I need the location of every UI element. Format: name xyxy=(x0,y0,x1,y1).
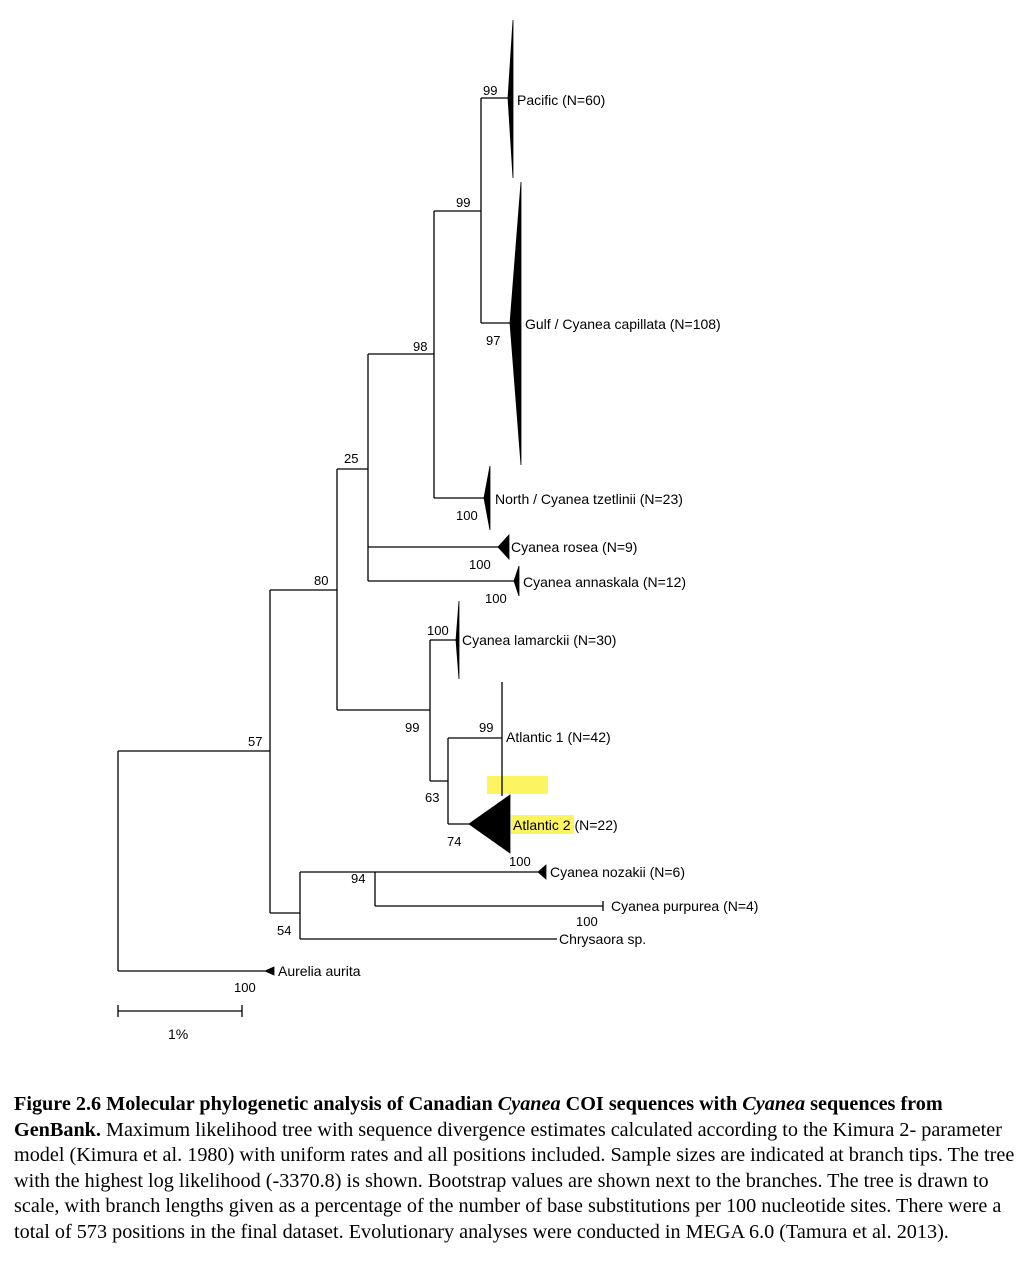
clade-triangle-north xyxy=(483,465,491,531)
taxon-label-atlantic2: Atlantic 2 (N=22) xyxy=(513,817,618,833)
clade-triangle-gulf xyxy=(509,181,522,466)
scale-bar-label: 1% xyxy=(168,1026,188,1042)
caption-title-part: COI sequences with xyxy=(560,1093,743,1115)
taxon-label-north: North / Cyanea tzetlinii (N=23) xyxy=(495,491,683,507)
caption-genus: Cyanea xyxy=(742,1093,806,1115)
taxon-label-aurelia: Aurelia aurita xyxy=(278,963,361,979)
bootstrap-value: 99 xyxy=(483,83,497,98)
clade-triangle-lamarckii xyxy=(455,600,460,680)
bootstrap-value: 57 xyxy=(248,734,262,749)
collapsed-clades xyxy=(264,19,547,976)
bootstrap-value: 100 xyxy=(509,854,531,869)
caption-body: Maximum likelihood tree with sequence di… xyxy=(14,1118,1015,1243)
bootstrap-value: 100 xyxy=(469,557,491,572)
bootstrap-value: 100 xyxy=(485,591,507,606)
taxon-count-atlantic2: (N=22) xyxy=(571,817,618,833)
taxon-label-purpurea: Cyanea purpurea (N=4) xyxy=(611,898,758,914)
bootstrap-value: 74 xyxy=(447,834,461,849)
phylogenetic-tree: Pacific (N=60) Gulf / Cyanea capillata (… xyxy=(117,19,758,1042)
highlight-box-atlantic2 xyxy=(511,815,574,834)
taxon-label-gulf: Gulf / Cyanea capillata (N=108) xyxy=(525,316,721,332)
tree-branches xyxy=(117,97,604,1017)
bootstrap-value: 100 xyxy=(234,980,256,995)
taxon-label-rosea: Cyanea rosea (N=9) xyxy=(511,539,637,555)
bootstrap-value: 98 xyxy=(413,339,427,354)
taxon-label-nozakii: Cyanea nozakii (N=6) xyxy=(550,864,685,880)
bootstrap-value: 25 xyxy=(344,451,358,466)
clade-triangle-aurelia xyxy=(264,966,275,976)
taxon-label-chrysaora: Chrysaora sp. xyxy=(559,931,646,947)
caption-title: Figure 2.6 Molecular phylogenetic analys… xyxy=(14,1093,943,1141)
bootstrap-value: 99 xyxy=(405,720,419,735)
caption-title-part: sequences from GenBank. xyxy=(14,1093,943,1141)
bootstrap-value: 94 xyxy=(351,871,365,886)
taxon-name-atlantic2: Atlantic 2 xyxy=(513,817,571,833)
taxon-label-atlantic1: Atlantic 1 (N=42) xyxy=(506,729,611,745)
bootstrap-value: 100 xyxy=(456,508,478,523)
taxon-label-pacific: Pacific (N=60) xyxy=(517,92,605,108)
figure-caption: Figure 2.6 Molecular phylogenetic analys… xyxy=(14,1092,1018,1245)
taxon-label-annaskala: Cyanea annaskala (N=12) xyxy=(523,574,686,590)
bootstrap-value: 80 xyxy=(314,573,328,588)
bootstrap-value: 100 xyxy=(427,623,449,638)
caption-title-part: Figure 2.6 Molecular phylogenetic analys… xyxy=(14,1093,498,1115)
clade-triangle-atlantic2 xyxy=(468,794,511,854)
clade-triangle-annaskala xyxy=(513,565,520,597)
bootstrap-value: 99 xyxy=(479,720,493,735)
taxon-label-lamarckii: Cyanea lamarckii (N=30) xyxy=(462,632,616,648)
caption-genus: Cyanea xyxy=(497,1093,561,1115)
bootstrap-value: 100 xyxy=(576,914,598,929)
clade-triangle-rosea xyxy=(497,533,510,561)
clade-triangle-nozakii xyxy=(537,864,547,880)
bootstrap-value: 97 xyxy=(486,333,500,348)
bootstrap-value: 54 xyxy=(277,923,291,938)
bootstrap-value: 63 xyxy=(425,790,439,805)
bootstrap-value: 99 xyxy=(456,195,470,210)
clade-triangle-pacific xyxy=(507,19,514,179)
highlight-box-empty xyxy=(487,776,548,794)
